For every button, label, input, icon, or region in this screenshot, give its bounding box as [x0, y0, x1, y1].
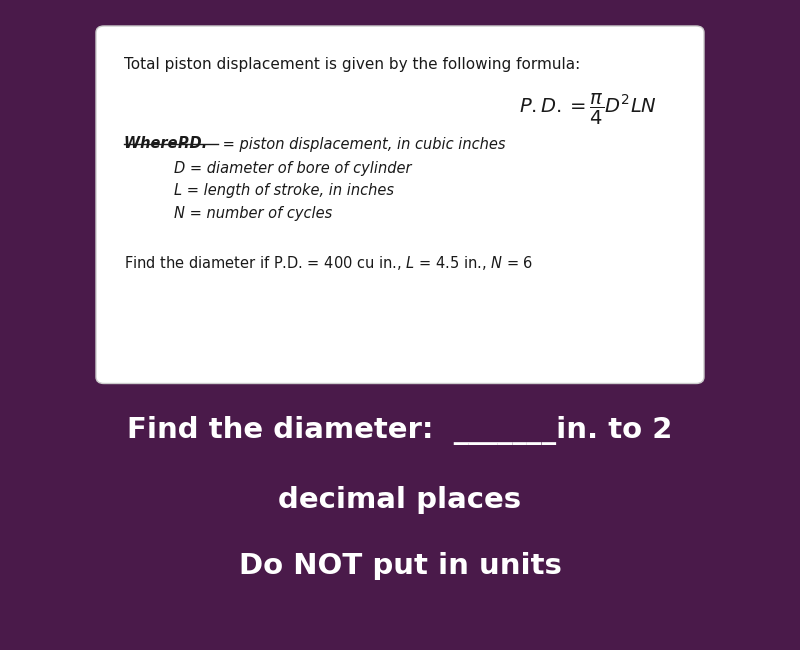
Text: = piston displacement, in cubic inches: = piston displacement, in cubic inches — [218, 136, 505, 151]
Text: Where: Where — [124, 136, 182, 151]
Text: Find the diameter:  _______in. to 2: Find the diameter: _______in. to 2 — [127, 416, 673, 445]
Text: Total piston displacement is given by the following formula:: Total piston displacement is given by th… — [124, 57, 580, 72]
Text: Do NOT put in units: Do NOT put in units — [238, 552, 562, 580]
FancyBboxPatch shape — [96, 26, 704, 383]
Text: decimal places: decimal places — [278, 486, 522, 514]
Text: Find the diameter if P.D. = 400 cu in., $L$ = 4.5 in., $N$ = 6: Find the diameter if P.D. = 400 cu in., … — [124, 254, 534, 272]
Text: L = length of stroke, in inches: L = length of stroke, in inches — [174, 183, 394, 198]
Text: P.D.: P.D. — [178, 136, 208, 151]
Text: D = diameter of bore of cylinder: D = diameter of bore of cylinder — [174, 161, 412, 176]
Text: N = number of cycles: N = number of cycles — [174, 206, 333, 221]
Text: $P.D. = \dfrac{\pi}{4}D^2LN$: $P.D. = \dfrac{\pi}{4}D^2LN$ — [519, 92, 657, 127]
